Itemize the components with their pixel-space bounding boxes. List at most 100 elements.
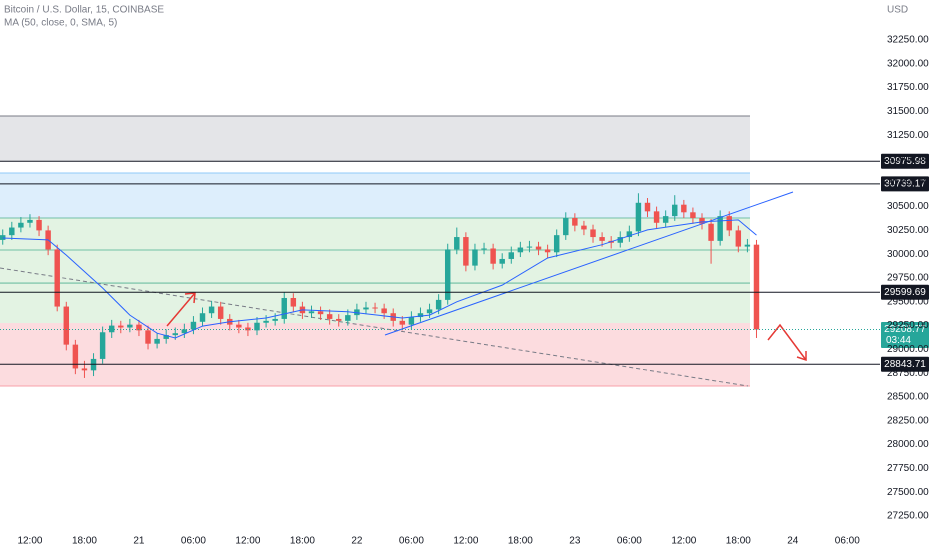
arrow-head <box>796 351 807 362</box>
arrow <box>767 323 807 361</box>
candle-body <box>381 308 387 314</box>
level-label: 29599.69 <box>884 287 926 298</box>
candle-body <box>217 306 224 319</box>
candle-body <box>463 237 469 266</box>
candle-body <box>199 313 206 322</box>
y-tick-label: 30750.00 <box>887 177 929 188</box>
candle-body <box>553 235 560 253</box>
x-tick-label: 22 <box>351 536 363 547</box>
candle-body <box>27 219 33 223</box>
candle-body <box>399 320 406 325</box>
candle-body <box>590 229 596 238</box>
y-tick-label: 29000.00 <box>887 344 929 355</box>
level-label: 30739.17 <box>884 178 926 189</box>
y-tick-label: 31250.00 <box>887 130 929 141</box>
candle-body <box>408 317 415 325</box>
candle-body <box>308 311 315 314</box>
candle-body <box>708 223 714 241</box>
candle-body <box>36 219 42 231</box>
trendline <box>384 191 794 336</box>
y-tick-label: 31500.00 <box>887 106 929 117</box>
candle-body <box>581 225 587 230</box>
candle-body <box>181 329 188 334</box>
dashed-trendline <box>0 267 749 387</box>
zone <box>0 115 750 162</box>
candle-body <box>372 307 378 309</box>
candle-body <box>690 212 696 219</box>
candle-body <box>444 249 451 300</box>
candle-body <box>54 249 60 307</box>
y-tick-label: 29500.00 <box>887 296 929 307</box>
level-label-box <box>881 153 929 169</box>
y-tick-label: 32000.00 <box>887 58 929 69</box>
levels: 30975.98 30739.17 29599.69 28843.71 29208.77… <box>0 153 929 372</box>
zone <box>0 323 750 386</box>
candle-body <box>0 235 6 240</box>
x-tick-label: 18:00 <box>290 536 315 547</box>
candle-body <box>127 324 133 328</box>
candle-body <box>18 222 24 228</box>
x-tick-label: 06:00 <box>617 536 642 547</box>
level-label: 30975.98 <box>884 156 926 167</box>
candle-body <box>626 231 633 238</box>
y-tick-label: 28250.00 <box>887 415 929 426</box>
candle-body <box>517 247 524 253</box>
x-tick-label: 12:00 <box>453 536 478 547</box>
candle-body <box>363 307 369 310</box>
y-tick-label: 32250.00 <box>887 35 929 46</box>
x-tick-label: 06:00 <box>181 536 206 547</box>
candle-body <box>572 218 578 226</box>
y-tick-label: 30250.00 <box>887 225 929 236</box>
candle-body <box>263 320 269 323</box>
candle-body <box>72 344 79 369</box>
candle-body <box>345 315 351 321</box>
y-tick-label: 28000.00 <box>887 439 929 450</box>
candle-body <box>272 318 278 321</box>
candle-body <box>336 318 342 321</box>
candle-body <box>499 258 505 264</box>
candle-body <box>672 204 678 217</box>
zone <box>0 172 750 219</box>
candle-body <box>644 202 651 212</box>
currency: USD <box>887 5 908 16</box>
candle-body <box>617 237 623 243</box>
candle-body <box>735 230 742 247</box>
x-tick-label: 12:00 <box>671 536 696 547</box>
candle-body <box>163 335 169 339</box>
candle-body <box>563 218 569 236</box>
candle-body <box>426 309 433 314</box>
level-label-box <box>881 356 929 372</box>
y-tick-label: 28750.00 <box>887 368 929 379</box>
x-tick-label: 21 <box>133 536 145 547</box>
candle-body <box>472 249 478 266</box>
price-axis: 32250.00 32000.00 31750.00 31500.00 31250.00… <box>17 35 929 547</box>
y-tick-label: 29250.00 <box>887 320 929 331</box>
candle-body <box>354 309 360 316</box>
x-tick-label: 18:00 <box>72 536 97 547</box>
level-label-box <box>881 176 929 192</box>
y-tick-label: 31750.00 <box>887 82 929 93</box>
candle-body <box>490 248 496 264</box>
candles <box>0 193 760 378</box>
candle-body <box>599 237 605 241</box>
level-label-box <box>881 284 929 300</box>
candle-body <box>208 306 215 314</box>
candle-body <box>118 325 124 328</box>
y-tick-label: 27500.00 <box>887 487 929 498</box>
candle-body <box>281 297 287 319</box>
x-tick-label: 06:00 <box>835 536 860 547</box>
y-tick-label: 27250.00 <box>887 511 929 522</box>
candle-body <box>326 314 333 319</box>
candle-body <box>544 249 551 253</box>
candle-body <box>245 327 251 331</box>
candle-body <box>172 333 178 336</box>
candle-body <box>435 299 442 310</box>
candle-body <box>99 332 106 359</box>
candle-body <box>508 252 515 259</box>
candle-body <box>63 306 70 345</box>
candle-body <box>81 368 88 371</box>
zones <box>0 115 750 387</box>
x-tick-label: 12:00 <box>17 536 42 547</box>
last-price-label: 29208.77 <box>884 324 926 335</box>
